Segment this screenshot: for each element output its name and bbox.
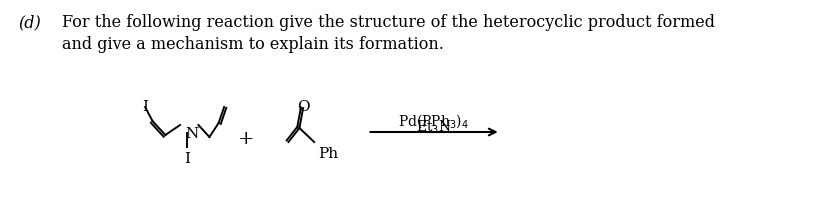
Text: and give a mechanism to explain its formation.: and give a mechanism to explain its form… — [63, 36, 444, 53]
Text: (d): (d) — [18, 14, 41, 31]
Text: O: O — [297, 99, 310, 114]
Text: N: N — [185, 126, 199, 140]
Text: Et$_3$N: Et$_3$N — [416, 118, 452, 135]
Text: For the following reaction give the structure of the heterocyclic product formed: For the following reaction give the stru… — [63, 14, 715, 31]
Text: Pd(PPh$_3$)$_4$: Pd(PPh$_3$)$_4$ — [399, 111, 470, 129]
Text: I: I — [142, 99, 148, 114]
Text: I: I — [185, 151, 190, 165]
Text: +: + — [238, 129, 255, 147]
Text: Ph: Ph — [318, 146, 338, 160]
